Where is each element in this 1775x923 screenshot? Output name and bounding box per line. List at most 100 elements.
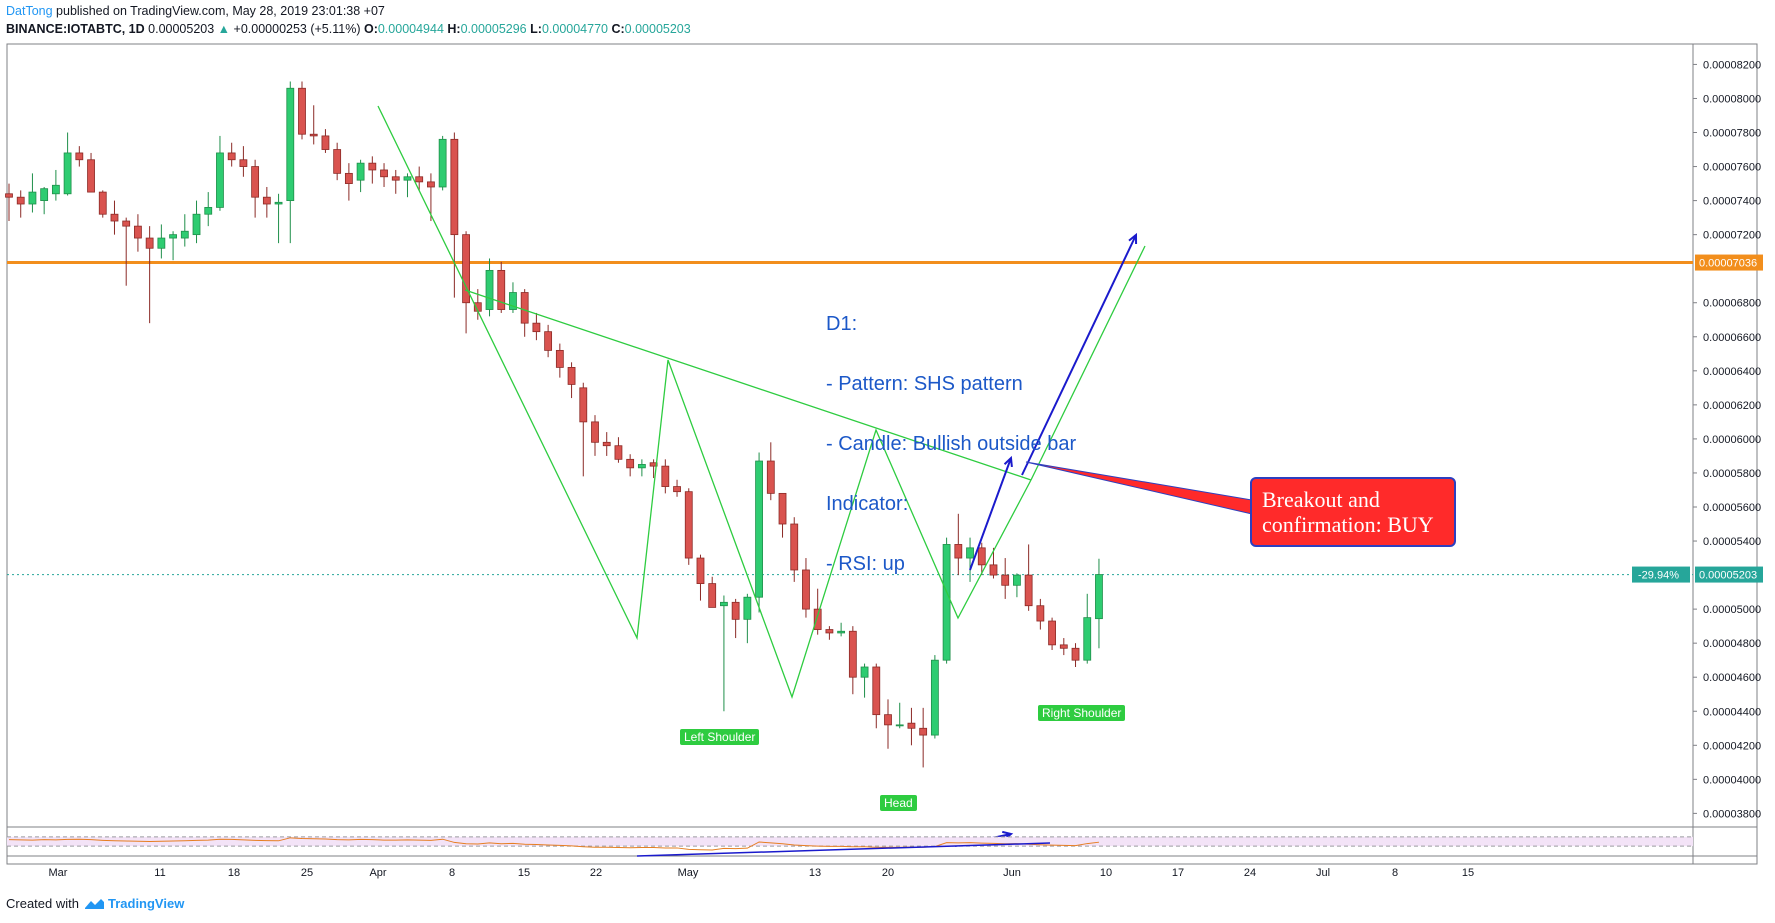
breakout-arrow-head xyxy=(1003,455,1013,468)
close-value: 0.00005203 xyxy=(624,22,691,36)
bear-candle xyxy=(813,608,822,630)
up-triangle-icon: ▲ xyxy=(217,22,231,36)
bear-candle xyxy=(333,149,342,174)
bull-candle xyxy=(637,464,646,469)
bear-candle xyxy=(614,445,623,460)
bull-candle xyxy=(966,547,974,559)
bear-candle xyxy=(731,601,740,620)
bear-candle xyxy=(391,176,400,181)
shs-pattern-line xyxy=(377,105,1032,700)
x-axis-label: May xyxy=(678,867,699,879)
bull-candle xyxy=(509,292,517,310)
right-shoulder-label: Right Shoulder xyxy=(1038,705,1126,721)
bear-candle xyxy=(766,460,775,494)
bear-candle xyxy=(5,193,13,198)
bull-candle xyxy=(743,596,752,620)
y-axis-label: 0.00005600 xyxy=(1703,502,1761,514)
low-key: L: xyxy=(530,22,542,36)
bear-candle xyxy=(989,564,998,576)
bear-candle xyxy=(626,458,635,469)
bull-candle xyxy=(216,152,224,208)
bull-candle xyxy=(180,230,189,239)
bear-candle xyxy=(1048,620,1056,646)
y-axis-label: 0.00005800 xyxy=(1703,468,1761,480)
bull-candle xyxy=(40,188,49,202)
bull-candle xyxy=(157,237,166,249)
bear-candle xyxy=(907,722,916,729)
bear-candle xyxy=(696,557,705,584)
analysis-note: D1: - Pattern: SHS pattern - Candle: Bul… xyxy=(826,274,1076,594)
x-axis-label: 11 xyxy=(154,867,165,879)
bear-candle xyxy=(145,237,154,249)
bear-candle xyxy=(708,583,717,608)
created-with-text: Created with xyxy=(6,896,79,911)
note-line: Indicator: xyxy=(826,493,909,515)
bear-candle xyxy=(544,331,553,351)
x-axis-label: Jun xyxy=(1003,867,1021,879)
publish-line: DatTong published on TradingView.com, Ma… xyxy=(6,2,1766,20)
bear-candle xyxy=(239,159,248,167)
rsi-band xyxy=(7,836,1693,847)
y-axis-label: 0.00004400 xyxy=(1703,706,1761,718)
bear-candle xyxy=(87,159,95,193)
tradingview-logo[interactable]: TradingView xyxy=(83,896,184,911)
y-axis-label: 0.00008200 xyxy=(1703,59,1761,71)
bull-candle xyxy=(169,234,177,239)
x-axis-label: 13 xyxy=(809,867,821,879)
y-axis-label: 0.00006000 xyxy=(1703,434,1761,446)
bear-candle xyxy=(520,292,529,324)
bear-candle xyxy=(122,220,131,227)
bear-candle xyxy=(579,387,588,423)
bear-candle xyxy=(415,176,424,183)
target-arrow-head xyxy=(1128,232,1138,245)
pct-label: -29.94% xyxy=(1638,570,1679,582)
price-change: +0.00000253 (+5.11%) xyxy=(233,22,361,36)
pct-tag xyxy=(1632,566,1690,583)
bear-candle xyxy=(567,367,576,385)
bull-candle xyxy=(356,162,365,181)
bear-candle xyxy=(591,421,599,443)
bear-candle xyxy=(919,727,928,736)
bull-candle xyxy=(63,152,72,195)
x-axis-label: 15 xyxy=(1462,867,1474,879)
footer: Created with TradingView xyxy=(6,896,184,911)
bull-candle xyxy=(1013,574,1021,586)
callout-line: Breakout and xyxy=(1262,487,1380,512)
note-line: - Candle: Bullish outside bar xyxy=(826,433,1077,455)
high-value: 0.00005296 xyxy=(460,22,527,36)
y-axis-label: 0.00007800 xyxy=(1703,128,1761,140)
bear-candle xyxy=(1059,644,1068,649)
bull-candle xyxy=(286,87,295,201)
bear-candle xyxy=(1071,647,1080,661)
left-shoulder-label: Left Shoulder xyxy=(680,729,760,745)
x-axis-label: 20 xyxy=(882,867,894,879)
bear-candle xyxy=(309,133,318,137)
bull-candle xyxy=(204,207,213,215)
y-axis-label: 0.00004200 xyxy=(1703,740,1761,752)
x-axis-label: 18 xyxy=(228,867,240,879)
bear-candle xyxy=(344,172,353,184)
publish-info: published on TradingView.com, May 28, 20… xyxy=(56,4,385,18)
neckline xyxy=(464,289,1032,481)
y-axis-label: 0.00006400 xyxy=(1703,366,1761,378)
y-axis-label: 0.00006800 xyxy=(1703,298,1761,310)
y-axis-label: 0.00003800 xyxy=(1703,808,1761,820)
bull-candle xyxy=(837,630,846,634)
bear-candle xyxy=(262,196,271,205)
close-key: C: xyxy=(611,22,625,36)
bear-candle xyxy=(1024,574,1033,607)
bear-candle xyxy=(790,523,799,571)
bear-candle xyxy=(298,87,306,135)
bull-candle xyxy=(755,460,763,598)
target-line xyxy=(1030,245,1146,481)
bear-candle xyxy=(977,547,986,566)
ohlc-line: BINANCE:IOTABTC, 1D 0.00005203 ▲ +0.0000… xyxy=(6,20,1766,38)
bear-candle xyxy=(684,491,693,559)
bull-candle xyxy=(192,213,201,236)
author-link[interactable]: DatTong xyxy=(6,4,53,18)
x-axis-label: 17 xyxy=(1172,867,1184,879)
y-axis-label: 0.00004800 xyxy=(1703,638,1761,650)
symbol-label[interactable]: BINANCE:IOTABTC, 1D xyxy=(6,22,145,36)
last-price: 0.00005203 xyxy=(148,22,215,36)
